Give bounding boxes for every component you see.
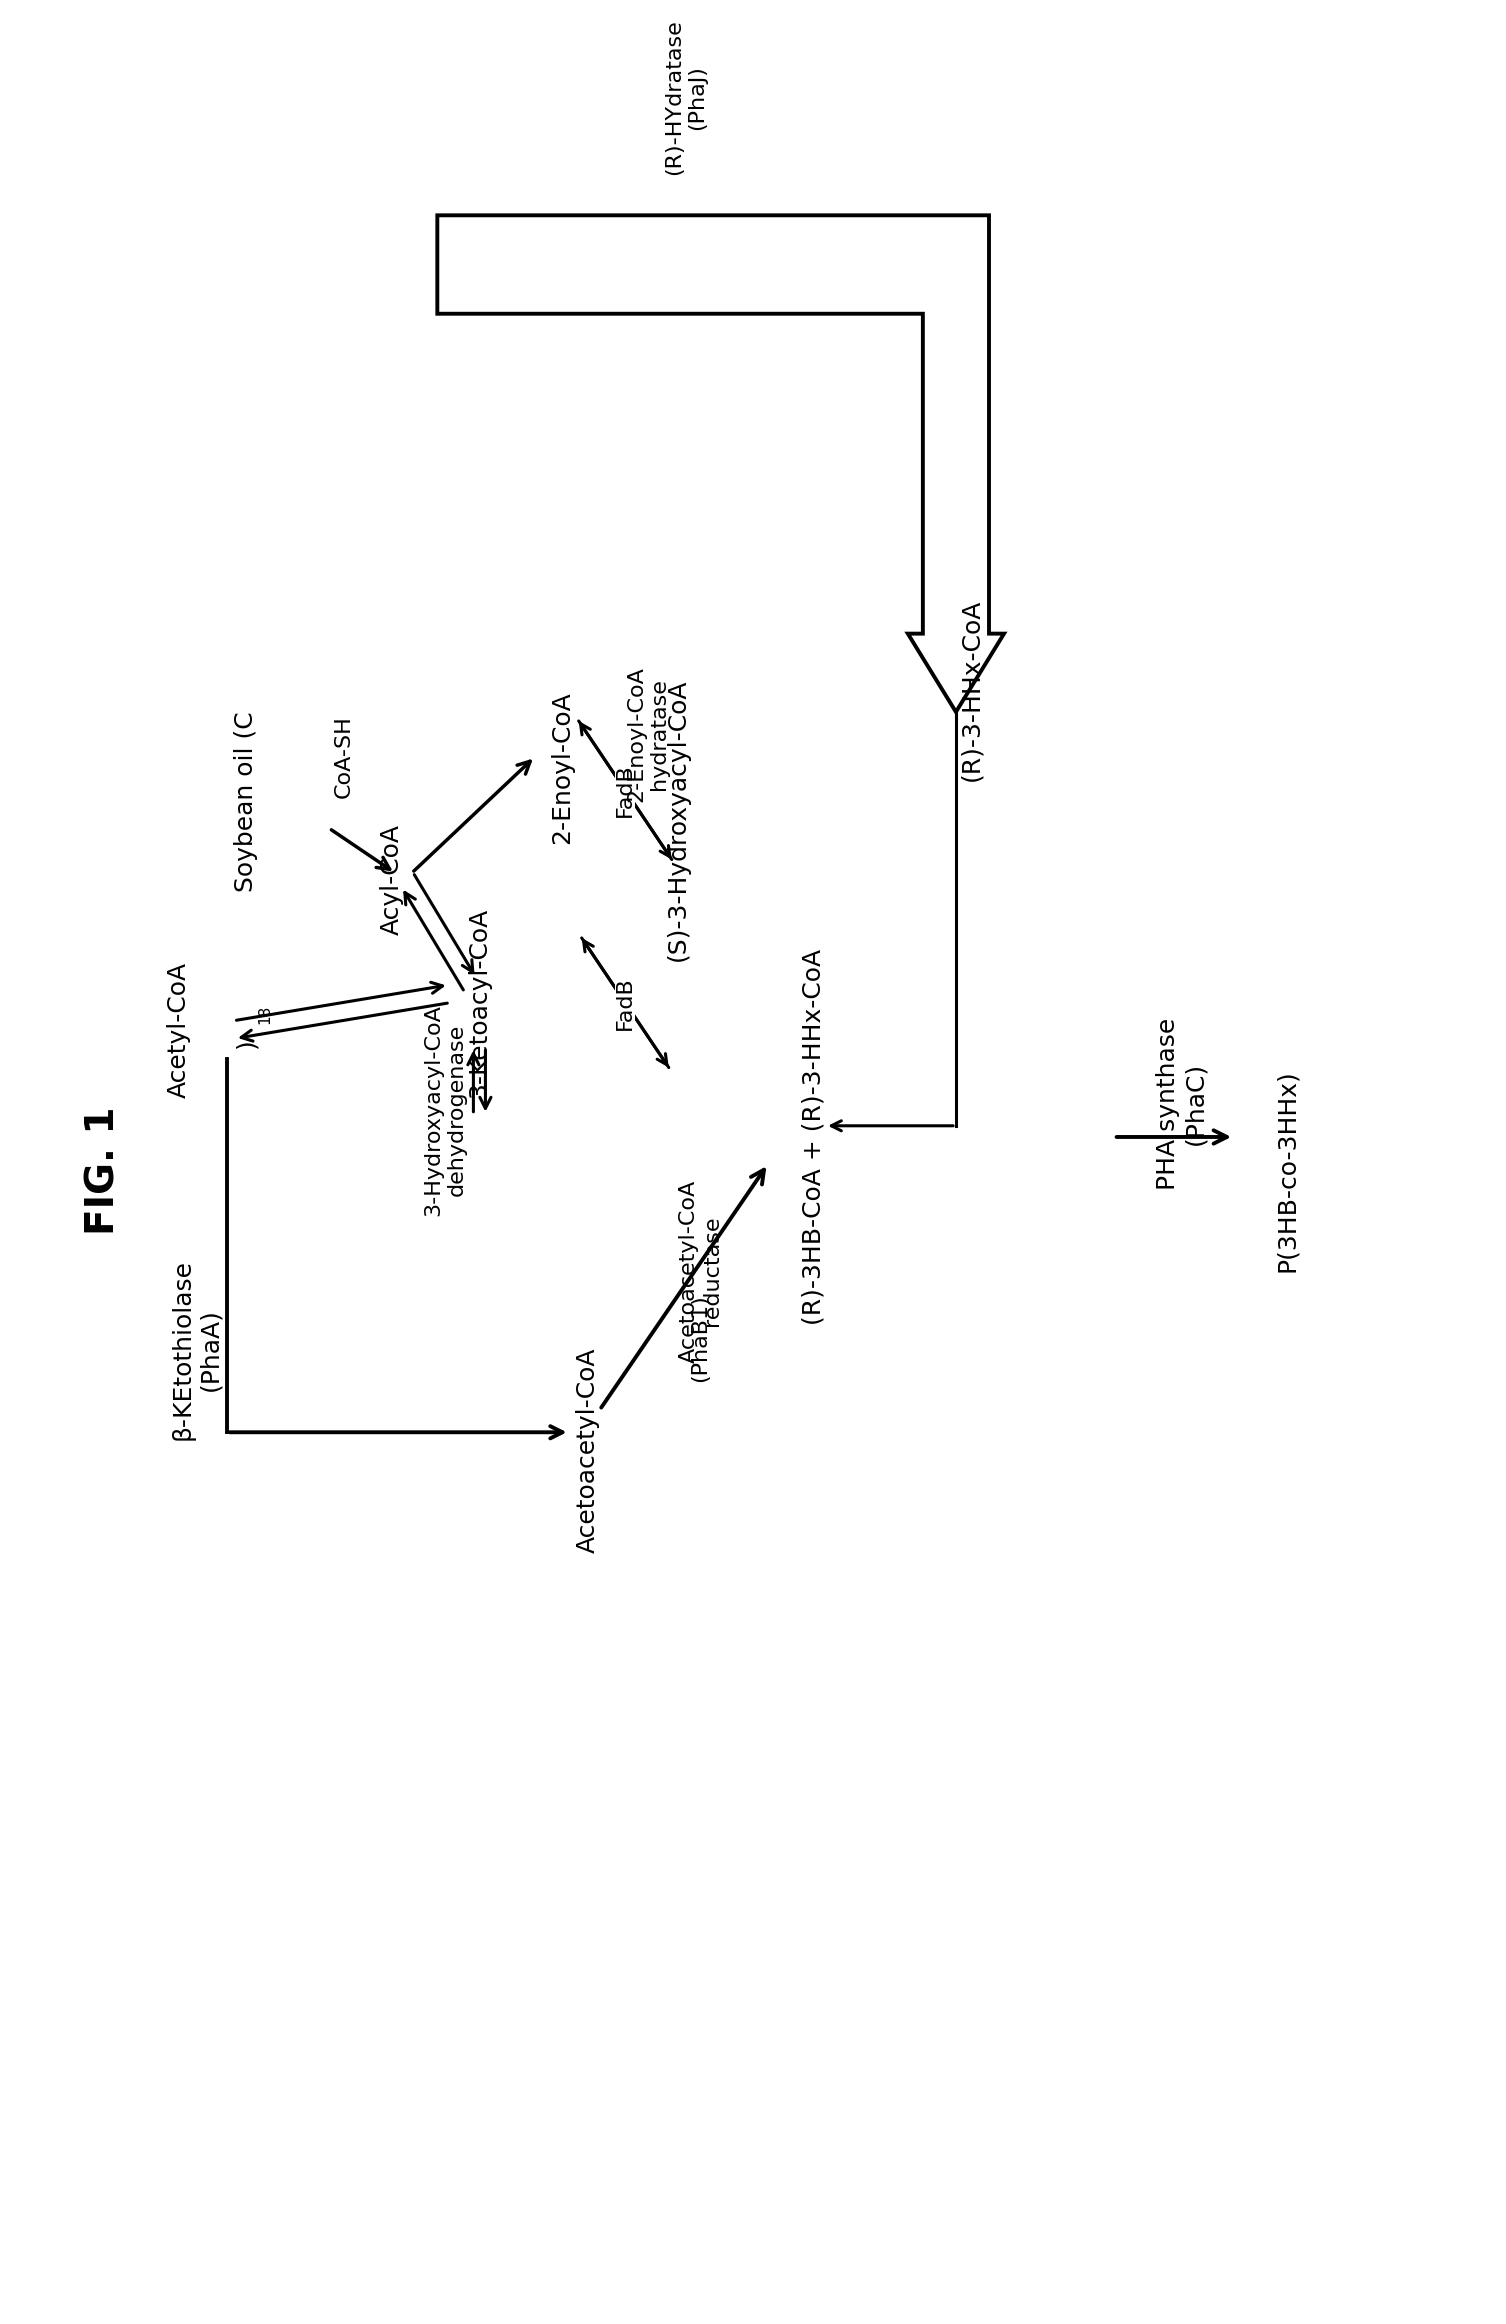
Text: Acetoacetyl-CoA
reductase: Acetoacetyl-CoA reductase — [679, 1181, 721, 1362]
Text: (PhaB1): (PhaB1) — [690, 1294, 711, 1383]
Text: (R)-HYdratase
(PhaJ): (R)-HYdratase (PhaJ) — [664, 19, 706, 174]
Text: 3-Hydroxyacyl-CoA
dehydrogenase: 3-Hydroxyacyl-CoA dehydrogenase — [423, 1004, 467, 1215]
Text: Soybean oil (C: Soybean oil (C — [235, 711, 259, 892]
Text: (R)-3HB-CoA + (R)-3-HHx-CoA: (R)-3HB-CoA + (R)-3-HHx-CoA — [801, 948, 825, 1325]
Text: FadB: FadB — [616, 976, 636, 1030]
Polygon shape — [437, 216, 1005, 711]
Text: 18: 18 — [258, 1004, 273, 1023]
Text: 2-Enoyl-CoA: 2-Enoyl-CoA — [550, 693, 574, 844]
Text: 2-Enoyl-CoA
hydratase: 2-Enoyl-CoA hydratase — [626, 667, 669, 802]
Text: Acetyl-CoA: Acetyl-CoA — [167, 962, 191, 1097]
Text: FIG. 1: FIG. 1 — [84, 1106, 122, 1234]
Text: (S)-3-Hydroxyacyl-CoA: (S)-3-Hydroxyacyl-CoA — [666, 679, 690, 960]
Text: FadB: FadB — [616, 762, 636, 818]
Text: Acetoacetyl-CoA: Acetoacetyl-CoA — [575, 1348, 599, 1552]
Text: ): ) — [235, 1039, 259, 1048]
Text: PHA synthase
(PhaC): PHA synthase (PhaC) — [1155, 1018, 1208, 1190]
Text: P(3HB-co-3HHx): P(3HB-co-3HHx) — [1274, 1069, 1298, 1271]
Text: (R)-3-HHx-CoA: (R)-3-HHx-CoA — [959, 597, 983, 781]
Text: β-KEtothiolase
(PhaA): β-KEtothiolase (PhaA) — [170, 1260, 223, 1441]
Text: CoA-SH: CoA-SH — [334, 716, 354, 797]
Text: Acyl-CoA: Acyl-CoA — [380, 825, 404, 934]
Text: 3-Ketoacyl-CoA: 3-Ketoacyl-CoA — [467, 909, 491, 1097]
